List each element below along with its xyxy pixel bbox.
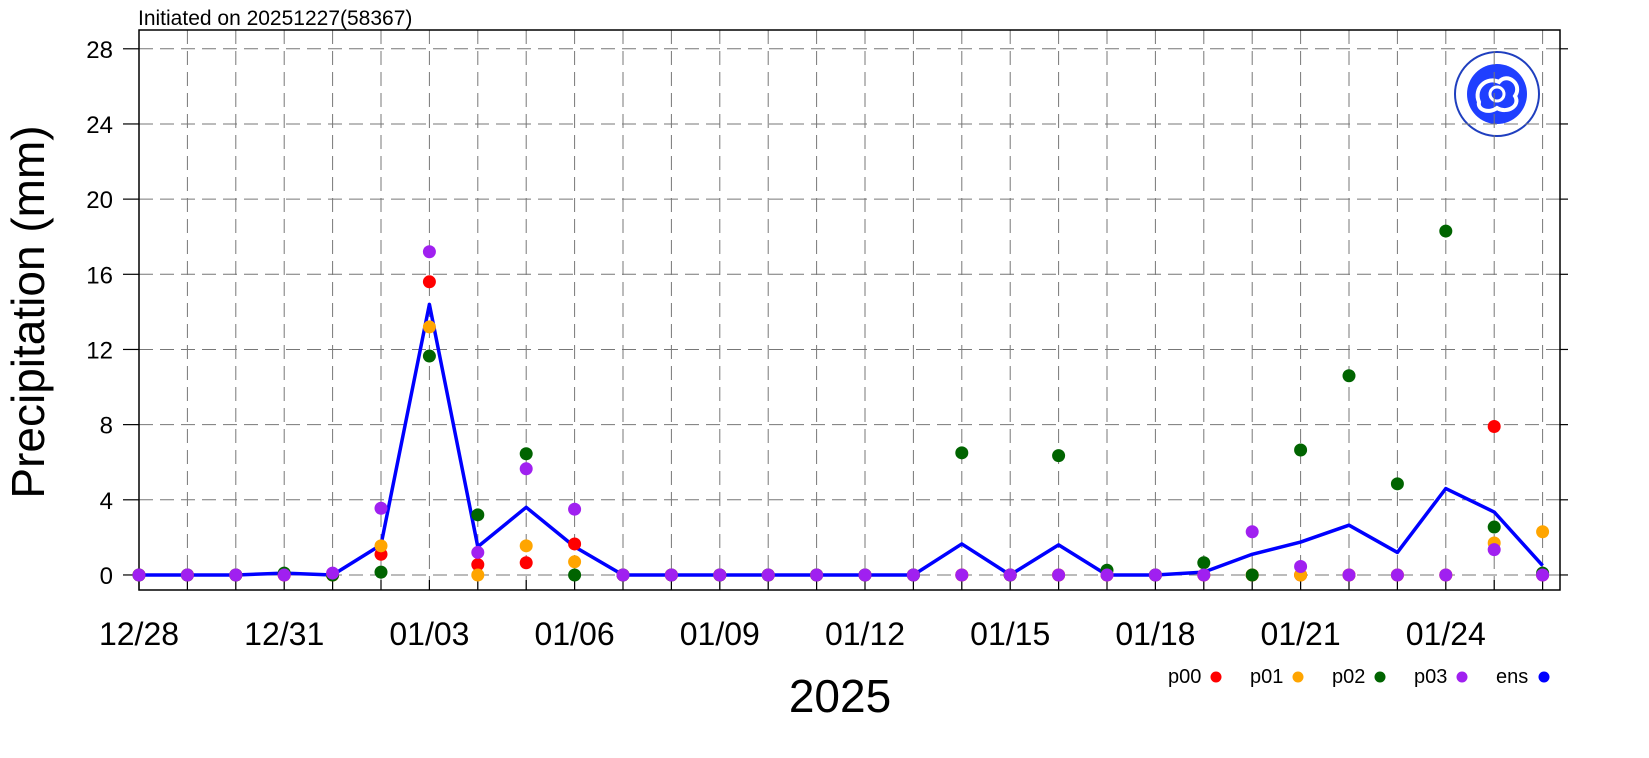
data-point [422,349,436,363]
ens-line [139,302,1544,577]
data-point [810,568,824,582]
data-point [1197,556,1211,570]
data-point [422,245,436,259]
data-point [955,568,969,582]
data-point [519,556,533,570]
data-point [471,568,485,582]
data-point [955,446,969,460]
legend-swatch [1374,671,1386,683]
data-point [374,501,388,515]
data-point [1245,568,1259,582]
legend-swatch [1210,671,1222,683]
data-point [519,539,533,553]
logo [1454,51,1540,137]
legend-swatch [1538,671,1550,683]
data-point [519,447,533,461]
x-tick-label: 01/12 [825,616,905,652]
legend-swatch [1292,671,1304,683]
data-point [277,568,291,582]
data-point [1342,369,1356,383]
data-point [664,568,678,582]
data-point [422,320,436,334]
y-tick-label: 0 [100,563,113,590]
data-point [1439,224,1453,238]
x-tick-label: 12/28 [99,616,179,652]
data-point [326,566,340,580]
data-point [1342,568,1356,582]
data-point [1148,568,1162,582]
y-tick-label: 4 [100,488,113,515]
data-point [180,568,194,582]
y-axis-label: Precipitation (mm) [2,125,54,498]
data-point [1536,568,1550,582]
legend-swatch [1456,671,1468,683]
data-point [1487,543,1501,557]
data-point [471,558,485,572]
legend-label: p00 [1168,666,1201,688]
x-tick-label: 01/15 [970,616,1050,652]
data-point [519,462,533,476]
data-point [1052,568,1066,582]
chart-title: Initiated on 20251227(58367) [138,7,412,30]
x-tick-label: 01/21 [1261,616,1341,652]
data-point [1052,449,1066,463]
data-point [1390,477,1404,491]
x-tick-label: 01/06 [535,616,615,652]
data-point [568,568,582,582]
y-tick-label: 16 [86,262,113,289]
legend-label: p02 [1332,666,1365,688]
y-tick-label: 28 [86,37,113,64]
data-point [1487,520,1501,534]
data-point [422,275,436,289]
data-point [1390,568,1404,582]
data-point [568,555,582,569]
legend-label: p01 [1250,666,1283,688]
x-tick-label: 01/24 [1406,616,1486,652]
data-point [1536,525,1550,539]
x-axis-label: 2025 [789,670,891,722]
data-point [229,568,243,582]
y-tick-label: 20 [86,187,113,214]
data-point [1439,568,1453,582]
data-point [761,568,775,582]
data-point [1294,443,1308,457]
data-point [471,508,485,522]
data-point [132,568,146,582]
x-tick-label: 01/03 [389,616,469,652]
y-tick-label: 12 [86,337,113,364]
data-point [1100,568,1114,582]
x-tick-label: 01/18 [1115,616,1195,652]
y-tick-label: 8 [100,413,113,440]
data-point [616,568,630,582]
x-tick-label: 01/09 [680,616,760,652]
x-tick-label: 12/31 [244,616,324,652]
legend-label: ens [1496,666,1528,688]
data-point [1197,568,1211,582]
data-point [1294,560,1308,574]
legend-label: p03 [1414,666,1447,688]
data-point [1003,568,1017,582]
plot-frame [138,29,1561,591]
y-tick-label: 24 [86,112,113,139]
data-point [471,545,485,559]
data-point [858,568,872,582]
data-point [906,568,920,582]
data-point [374,539,388,553]
data-point [1245,525,1259,539]
data-point [568,502,582,516]
data-point [1487,420,1501,434]
data-point [713,568,727,582]
data-point [568,537,582,551]
data-point [374,565,388,579]
